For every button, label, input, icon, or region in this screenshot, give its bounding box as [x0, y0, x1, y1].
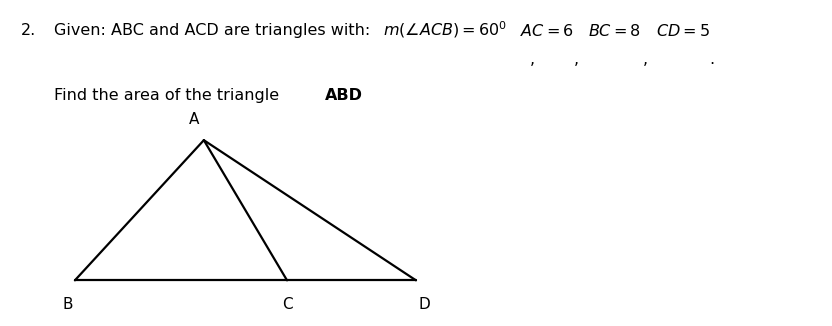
Text: $BC=8$: $BC=8$ — [588, 23, 641, 39]
Text: Given: ABC and ACD are triangles with:: Given: ABC and ACD are triangles with: — [54, 23, 370, 38]
Text: ABD: ABD — [324, 88, 363, 103]
Text: $m(\angle ACB)=60^{0}$: $m(\angle ACB)=60^{0}$ — [383, 20, 507, 40]
Text: ,: , — [643, 52, 648, 67]
Text: 2.: 2. — [21, 23, 36, 38]
Text: $CD=5$: $CD=5$ — [656, 23, 710, 39]
Text: Find the area of the triangle: Find the area of the triangle — [54, 88, 285, 103]
Text: C: C — [282, 297, 292, 312]
Text: .: . — [710, 52, 715, 67]
Text: B: B — [63, 297, 73, 312]
Text: $AC=6$: $AC=6$ — [520, 23, 574, 39]
Text: ,: , — [574, 52, 579, 67]
Text: .: . — [351, 88, 356, 103]
Text: ,: , — [530, 52, 535, 67]
Text: D: D — [418, 297, 430, 312]
Text: A: A — [189, 112, 199, 127]
